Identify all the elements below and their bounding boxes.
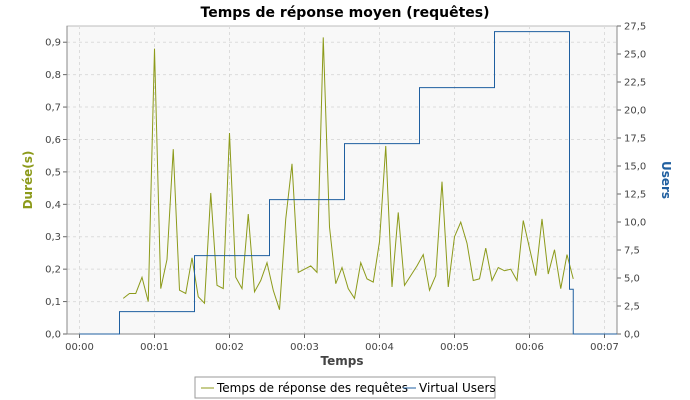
y-right-tick-label: 17,5 — [624, 134, 646, 145]
x-tick-label: 00:01 — [140, 342, 169, 353]
series-line-response-time — [122, 37, 574, 310]
legend-box — [194, 376, 496, 399]
y-right-tick-label: 22,5 — [624, 78, 646, 89]
axes: 00:00 00:01 00:02 00:03 00:04 00:05 00:06 00:07… — [45, 22, 646, 354]
y-right-tick-label: 7,5 — [624, 246, 640, 257]
x-tick-label: 00:02 — [215, 342, 244, 353]
y-right-tick-label: 5,0 — [624, 274, 640, 285]
y-left-tick-label: 0,5 — [45, 167, 61, 178]
y-left-tick-label: 0,3 — [45, 232, 61, 243]
y-left-tick-label: 0,4 — [45, 200, 61, 211]
y-right-tick-label: 2,5 — [624, 302, 640, 313]
y-axis-right-title: Users — [659, 161, 673, 199]
y-left-tick-label: 0,0 — [45, 330, 61, 341]
legend-label-users: Virtual Users — [419, 381, 496, 395]
y-right-tick-label: 20,0 — [624, 106, 646, 117]
y-axis-left-title: Durée(s) — [21, 151, 35, 210]
y-right-tick-label: 15,0 — [624, 162, 646, 173]
x-tick-label: 00:00 — [65, 342, 94, 353]
grid-lines — [67, 26, 617, 335]
legend: Temps de réponse des requêtes Virtual Us… — [194, 376, 496, 399]
y-left-tick-label: 0,1 — [45, 297, 61, 308]
y-left-tick-label: 0,6 — [45, 135, 61, 146]
x-axis-title: Temps — [321, 354, 364, 368]
x-tick-label: 00:04 — [365, 342, 394, 353]
y-left-tick-label: 0,7 — [45, 103, 61, 114]
y-right-tick-label: 27,5 — [624, 22, 646, 33]
y-left-tick-label: 0,8 — [45, 70, 61, 81]
chart-title: Temps de réponse moyen (requêtes) — [201, 5, 490, 21]
x-tick-label: 00:06 — [515, 342, 544, 353]
legend-label-response: Temps de réponse des requêtes — [216, 381, 408, 395]
x-tick-label: 00:07 — [590, 342, 619, 353]
y-left-tick-label: 0,9 — [45, 38, 61, 49]
y-right-tick-label: 25,0 — [624, 50, 646, 61]
series-layer — [79, 31, 617, 335]
x-tick-label: 00:05 — [440, 342, 469, 353]
series-line-virtual-users — [79, 31, 617, 335]
y-right-tick-label: 12,5 — [624, 190, 646, 201]
y-right-tick-label: 0,0 — [624, 330, 640, 341]
plot-area — [66, 25, 618, 335]
y-left-tick-label: 0,2 — [45, 265, 61, 276]
y-right-tick-label: 10,0 — [624, 218, 646, 229]
x-tick-label: 00:03 — [290, 342, 319, 353]
